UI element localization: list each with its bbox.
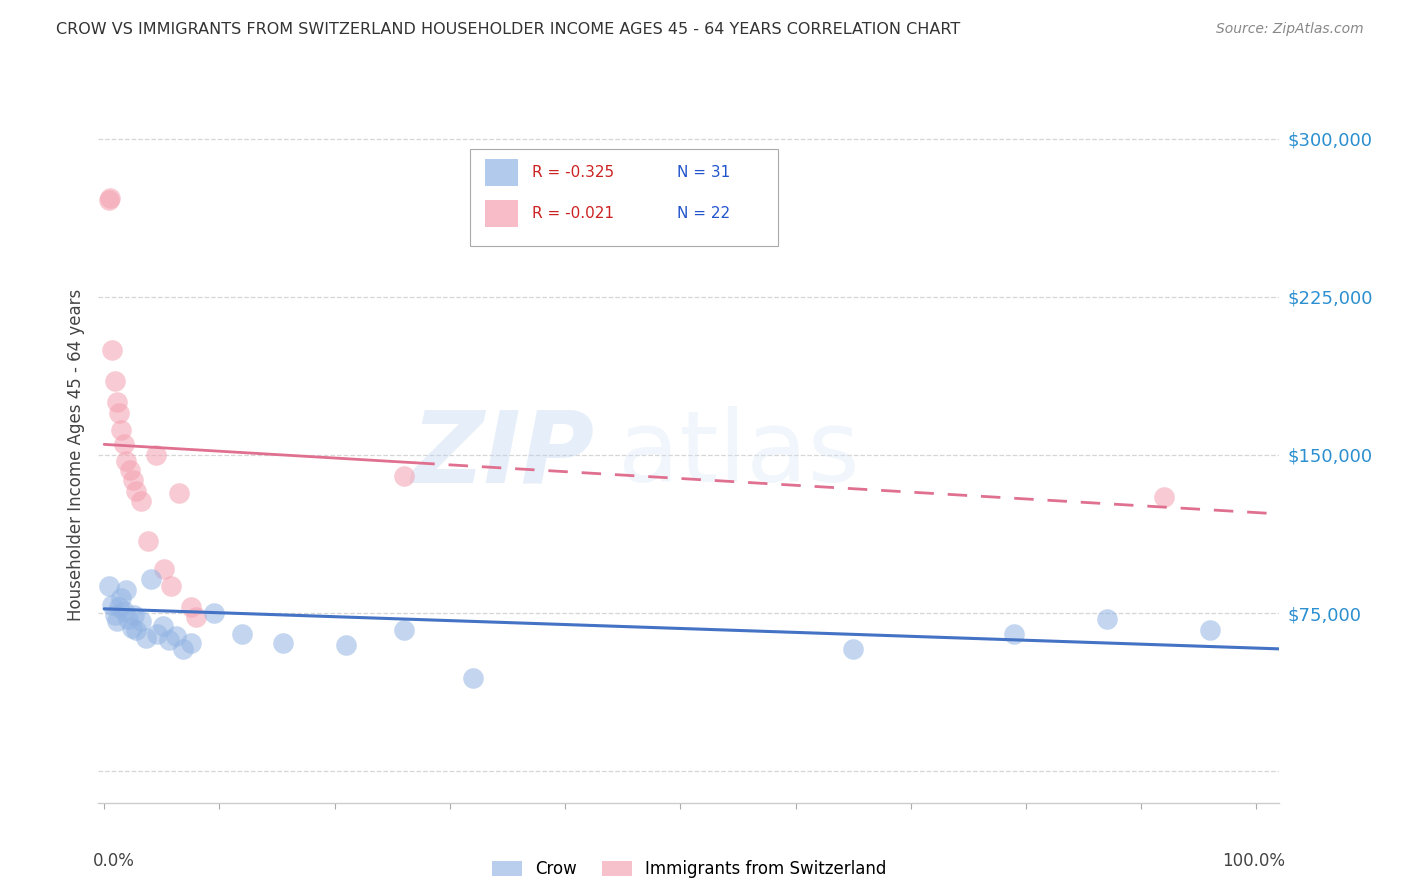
- Point: [231, 627, 253, 641]
- Point: [180, 599, 202, 614]
- Text: N = 22: N = 22: [678, 206, 730, 221]
- Point: [1153, 490, 1175, 504]
- Point: [103, 608, 125, 623]
- Text: N = 31: N = 31: [678, 165, 730, 180]
- Point: [392, 469, 415, 483]
- Point: [115, 582, 138, 597]
- Point: [165, 629, 187, 643]
- Point: [461, 672, 484, 686]
- Point: [101, 343, 124, 357]
- Point: [122, 473, 145, 487]
- Point: [117, 612, 139, 626]
- Point: [180, 635, 202, 649]
- Point: [153, 562, 176, 576]
- FancyBboxPatch shape: [471, 149, 778, 246]
- Point: [108, 406, 131, 420]
- Point: [136, 534, 159, 549]
- FancyBboxPatch shape: [485, 201, 517, 227]
- Point: [1199, 623, 1222, 637]
- Point: [842, 641, 865, 656]
- Point: [392, 623, 415, 637]
- Point: [101, 598, 124, 612]
- Point: [157, 633, 180, 648]
- Point: [118, 463, 141, 477]
- Text: atlas: atlas: [619, 407, 859, 503]
- FancyBboxPatch shape: [485, 160, 517, 186]
- Point: [98, 191, 121, 205]
- Point: [202, 606, 225, 620]
- Point: [1095, 612, 1118, 626]
- Point: [108, 599, 131, 614]
- Point: [122, 608, 145, 623]
- Text: Source: ZipAtlas.com: Source: ZipAtlas.com: [1216, 22, 1364, 37]
- Point: [152, 618, 174, 632]
- Point: [129, 615, 152, 629]
- Point: [186, 610, 208, 624]
- Text: CROW VS IMMIGRANTS FROM SWITZERLAND HOUSEHOLDER INCOME AGES 45 - 64 YEARS CORREL: CROW VS IMMIGRANTS FROM SWITZERLAND HOUS…: [56, 22, 960, 37]
- Point: [129, 494, 152, 508]
- Point: [125, 623, 148, 637]
- Y-axis label: Householder Income Ages 45 - 64 years: Householder Income Ages 45 - 64 years: [67, 289, 86, 621]
- Point: [335, 638, 357, 652]
- Legend: Crow, Immigrants from Switzerland: Crow, Immigrants from Switzerland: [485, 854, 893, 885]
- Point: [271, 635, 294, 649]
- Text: R = -0.325: R = -0.325: [531, 165, 614, 180]
- Point: [135, 632, 157, 646]
- Text: R = -0.021: R = -0.021: [531, 206, 614, 221]
- Point: [103, 374, 125, 388]
- Point: [97, 193, 120, 207]
- Point: [141, 572, 163, 586]
- Point: [146, 627, 169, 641]
- Point: [112, 604, 135, 618]
- Point: [125, 483, 148, 498]
- Point: [105, 615, 128, 629]
- Text: ZIP: ZIP: [412, 407, 595, 503]
- Point: [112, 437, 135, 451]
- Point: [110, 591, 132, 606]
- Point: [97, 579, 120, 593]
- Point: [145, 448, 167, 462]
- Point: [167, 486, 190, 500]
- Text: 0.0%: 0.0%: [93, 852, 135, 870]
- Point: [121, 621, 143, 635]
- Point: [1004, 627, 1026, 641]
- Point: [172, 641, 194, 656]
- Point: [115, 454, 138, 468]
- Point: [110, 423, 132, 437]
- Point: [105, 395, 128, 409]
- Point: [160, 579, 183, 593]
- Text: 100.0%: 100.0%: [1222, 852, 1285, 870]
